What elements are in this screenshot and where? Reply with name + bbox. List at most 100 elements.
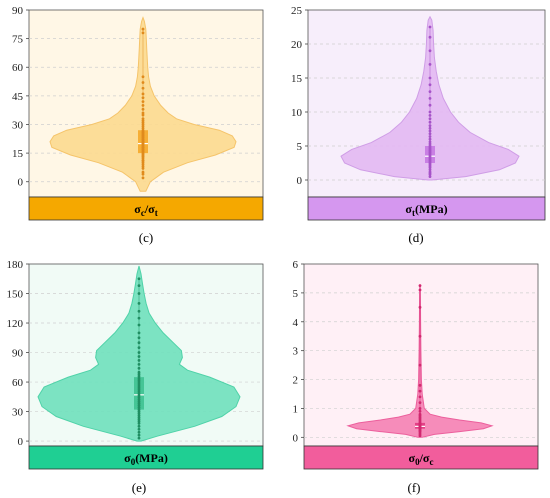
data-point-e-38 — [137, 341, 141, 345]
data-point-e-44 — [137, 301, 141, 305]
data-point-c-51 — [141, 104, 145, 107]
data-point-d-38 — [428, 76, 432, 80]
data-point-d-40 — [428, 49, 432, 53]
data-point-e-26 — [137, 380, 141, 384]
y-tick-label-c-1: 15 — [12, 148, 24, 160]
y-tick-label-d-1: 5 — [297, 141, 303, 153]
label-bar-e — [28, 445, 264, 470]
y-tick-label-d-4: 20 — [291, 39, 303, 51]
data-point-e-32 — [137, 366, 141, 370]
y-tick-label-c-0: 0 — [18, 177, 24, 189]
data-point-e-8 — [137, 416, 141, 419]
data-point-d-32 — [428, 114, 432, 117]
data-point-f-27 — [418, 395, 422, 399]
y-tick-label-e-1: 30 — [12, 407, 24, 419]
data-point-d-34 — [428, 103, 432, 107]
data-point-d-21 — [428, 144, 432, 148]
data-point-e-20 — [137, 392, 141, 396]
y-tick-label-f-3: 3 — [293, 346, 299, 358]
data-point-d-0 — [428, 175, 432, 179]
data-point-e-15 — [137, 402, 141, 406]
data-point-e-1 — [137, 433, 141, 437]
data-point-d-22 — [428, 142, 432, 146]
data-point-e-19 — [137, 394, 141, 398]
data-point-e-40 — [137, 331, 141, 335]
data-point-e-22 — [137, 388, 141, 392]
data-point-e-47 — [137, 277, 141, 281]
data-point-d-42 — [428, 25, 432, 29]
data-point-e-5 — [137, 421, 141, 425]
data-point-e-11 — [137, 410, 141, 413]
panel-d: 0 5 10 15 20 25 σt(MPa) (d) — [275, 0, 550, 249]
data-point-e-9 — [137, 414, 141, 417]
label-bar-d — [307, 196, 546, 221]
y-tick-label-c-4: 60 — [12, 62, 24, 74]
data-point-d-35 — [428, 97, 432, 100]
data-point-e-37 — [137, 346, 141, 350]
data-point-f-32 — [418, 305, 422, 309]
y-tick-label-e-3: 90 — [12, 348, 24, 360]
y-tick-label-e-4: 120 — [7, 318, 24, 330]
data-point-d-33 — [428, 110, 432, 114]
caption-d: (d) — [408, 230, 424, 245]
y-tick-label-f-5: 5 — [293, 288, 299, 300]
data-point-e-46 — [137, 284, 141, 288]
panel-c: 0 15 30 45 60 75 90 σc/σt (c) — [0, 0, 275, 249]
data-point-c-57 — [141, 75, 145, 79]
y-tick-label-f-2: 2 — [293, 375, 299, 387]
data-point-f-25 — [418, 407, 422, 410]
y-tick-label-f-4: 4 — [293, 317, 299, 329]
y-tick-label-c-6: 90 — [12, 5, 24, 17]
y-tick-label-f-1: 1 — [293, 403, 299, 415]
data-point-d-41 — [428, 35, 432, 39]
data-point-d-28 — [428, 126, 432, 130]
data-point-e-3 — [137, 427, 141, 431]
data-point-f-33 — [418, 288, 422, 292]
data-point-d-25 — [428, 135, 432, 138]
data-point-d-36 — [428, 90, 432, 93]
data-point-d-4 — [428, 168, 432, 172]
data-point-e-4 — [137, 424, 141, 428]
violin-chart-f: 0 1 2 3 4 5 6 σ0/σc — [293, 259, 539, 470]
data-point-e-13 — [137, 406, 141, 410]
violin-chart-d: 0 5 10 15 20 25 σt(MPa) — [291, 5, 546, 221]
data-point-d-23 — [428, 140, 432, 144]
data-point-e-24 — [137, 384, 141, 388]
data-point-d-3 — [428, 170, 432, 174]
data-point-e-17 — [137, 398, 141, 402]
caption-c: (c) — [138, 230, 154, 245]
data-point-f-31 — [418, 334, 422, 338]
data-point-e-41 — [137, 323, 141, 327]
y-tick-label-d-0: 0 — [297, 175, 303, 187]
y-tick-label-c-2: 30 — [12, 119, 24, 131]
y-tick-label-e-2: 60 — [12, 377, 24, 389]
x-label-d: σt(MPa) — [405, 202, 447, 218]
data-point-c-58 — [141, 31, 145, 35]
data-point-d-37 — [428, 83, 432, 87]
data-point-e-10 — [137, 412, 141, 415]
data-point-f-29 — [418, 383, 422, 387]
data-point-f-34 — [418, 284, 422, 288]
data-point-e-34 — [137, 359, 141, 362]
data-point-e-27 — [137, 378, 141, 382]
data-point-c-0 — [141, 176, 145, 180]
data-point-e-12 — [137, 408, 141, 411]
data-point-e-2 — [137, 430, 141, 434]
y-tick-label-e-5: 150 — [7, 289, 24, 301]
y-tick-label-f-0: 0 — [293, 432, 299, 444]
data-point-c-49 — [141, 111, 145, 115]
data-point-d-26 — [428, 132, 432, 136]
data-point-c-54 — [141, 92, 145, 96]
data-point-f-28 — [418, 389, 422, 393]
data-point-e-29 — [137, 374, 141, 378]
data-point-e-18 — [137, 396, 141, 400]
data-point-e-0 — [137, 436, 141, 440]
data-point-e-16 — [137, 400, 141, 404]
data-point-e-45 — [137, 292, 141, 295]
y-tick-label-c-3: 45 — [12, 91, 24, 103]
data-point-e-30 — [137, 372, 141, 376]
violin-chart-c: 0 15 30 45 60 75 90 σc/σt — [12, 5, 264, 221]
data-point-c-47 — [141, 117, 145, 121]
data-point-e-25 — [137, 382, 141, 386]
y-tick-label-c-5: 75 — [12, 34, 24, 46]
